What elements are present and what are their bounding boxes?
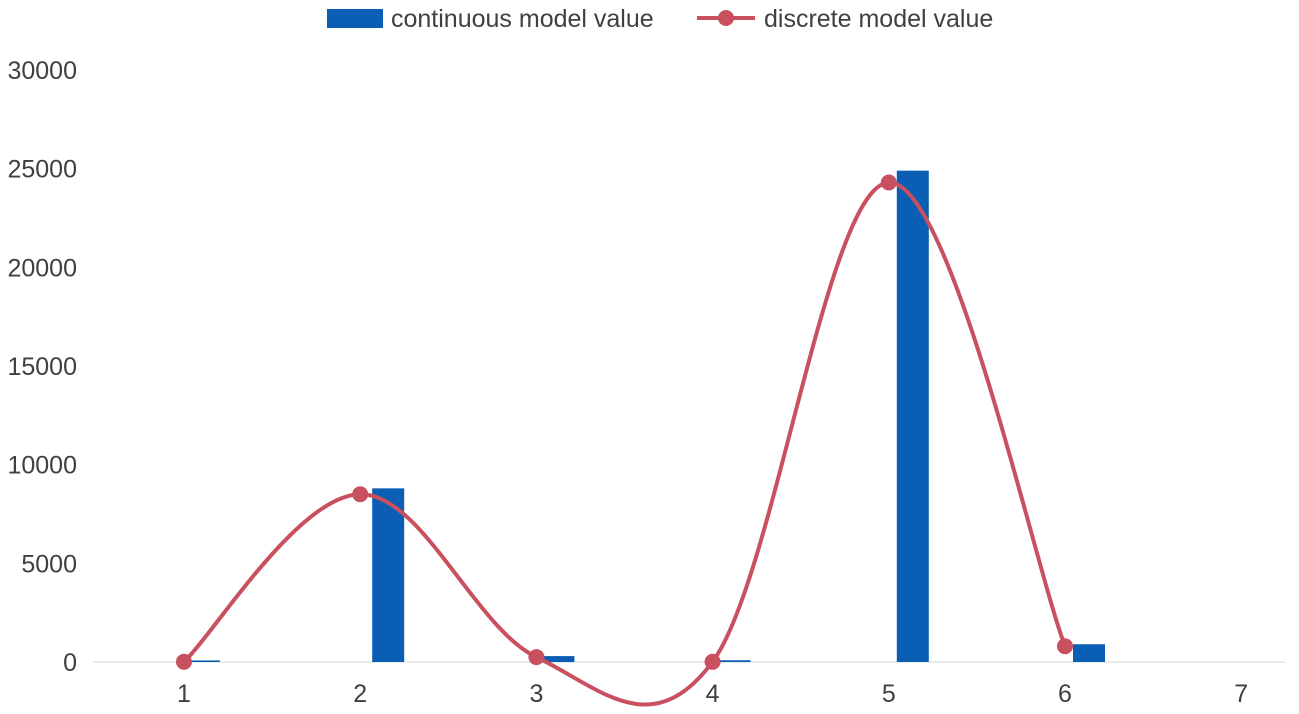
bar <box>542 656 575 662</box>
legend-swatch-line-marker <box>718 10 734 26</box>
bar <box>188 660 220 662</box>
line-point <box>704 653 721 670</box>
bar <box>718 660 751 662</box>
x-tick-label: 5 <box>882 680 896 708</box>
y-tick-label: 5000 <box>21 550 77 578</box>
y-tick-label: 0 <box>63 649 77 677</box>
x-tick-label: 7 <box>1234 680 1248 708</box>
line-point <box>880 174 897 191</box>
x-tick-label: 6 <box>1058 680 1072 708</box>
x-tick-label: 4 <box>706 680 720 708</box>
x-tick-label: 3 <box>529 680 543 708</box>
line-point <box>176 653 192 670</box>
line-point <box>528 649 545 666</box>
y-tick-label: 30000 <box>7 57 77 85</box>
y-tick-label: 15000 <box>7 353 77 381</box>
y-tick-label: 10000 <box>7 452 77 480</box>
bar <box>372 488 405 662</box>
legend: continuous model value discrete model va… <box>327 5 993 33</box>
y-tick-label: 25000 <box>7 156 77 184</box>
series-line <box>182 180 1067 707</box>
legend-label-line-series: discrete model value <box>764 5 993 33</box>
plot-area <box>93 170 1285 707</box>
bar <box>896 170 929 662</box>
legend-swatch-bar <box>327 9 383 28</box>
bar <box>1073 644 1105 662</box>
x-tick-label: 1 <box>177 680 191 708</box>
legend-label-bar-series: continuous model value <box>391 5 654 33</box>
line-point <box>352 486 369 503</box>
x-tick-label: 2 <box>353 680 367 708</box>
y-tick-label: 20000 <box>7 254 77 282</box>
line-point <box>1057 638 1073 655</box>
